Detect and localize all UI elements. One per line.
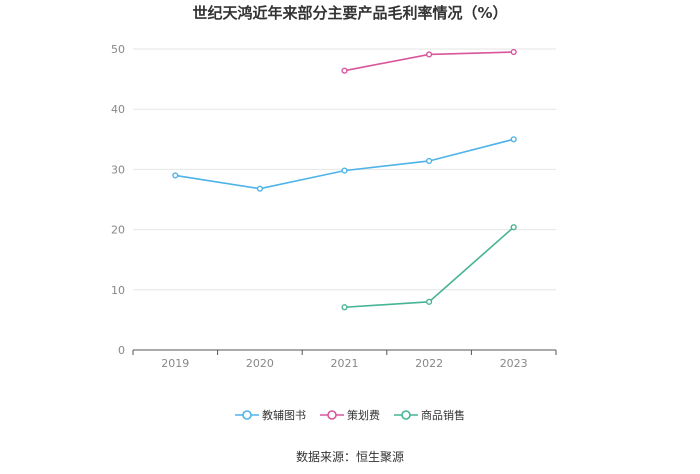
legend-item[interactable]: 商品销售 — [394, 407, 465, 423]
legend-swatch — [394, 410, 418, 420]
data-point — [256, 185, 264, 192]
data-point — [341, 167, 348, 174]
data-source-note: 数据来源：恒生聚源 — [295, 450, 404, 464]
x-tick-label: 2019 — [161, 357, 189, 370]
series-line — [344, 226, 515, 309]
chart-title: 世纪天鸿近年来部分主要产品毛利率情况（%） — [192, 4, 508, 22]
legend-label: 商品销售 — [421, 409, 465, 422]
y-tick-label: 30 — [111, 163, 125, 176]
legend-swatch — [235, 410, 259, 420]
legend-swatch — [320, 410, 344, 420]
x-tick-label: 2020 — [246, 357, 274, 370]
data-point — [426, 298, 433, 305]
x-tick-label: 2022 — [415, 357, 443, 370]
data-point — [510, 48, 517, 56]
data-point — [341, 304, 348, 311]
data-point — [510, 224, 517, 231]
data-point — [172, 172, 179, 179]
series-lines — [172, 48, 517, 311]
series-2 — [341, 48, 517, 74]
data-point — [510, 136, 517, 143]
legend-label: 教辅图书 — [262, 409, 306, 422]
x-tick-label: 2021 — [331, 357, 359, 370]
legend-item[interactable]: 策划费 — [320, 407, 380, 423]
y-tick-label: 10 — [111, 284, 125, 297]
legend-label: 策划费 — [347, 409, 380, 422]
y-tick-label: 0 — [118, 344, 125, 357]
series-3 — [341, 224, 517, 311]
y-tick-label: 50 — [111, 43, 125, 56]
series-1 — [172, 136, 517, 192]
data-point — [426, 51, 433, 58]
axes: 0 10 20 30 40 50 2019 2020 2021 2022 2023 — [111, 43, 557, 370]
series-line — [175, 138, 514, 190]
data-point — [341, 67, 348, 74]
x-tick-label: 2023 — [500, 357, 528, 370]
legend-item[interactable]: 教辅图书 — [235, 407, 306, 423]
legend: 教辅图书 策划费 商品销售 — [0, 407, 700, 423]
data-point — [426, 157, 433, 165]
y-tick-label: 20 — [111, 224, 125, 237]
y-tick-label: 40 — [111, 103, 125, 116]
